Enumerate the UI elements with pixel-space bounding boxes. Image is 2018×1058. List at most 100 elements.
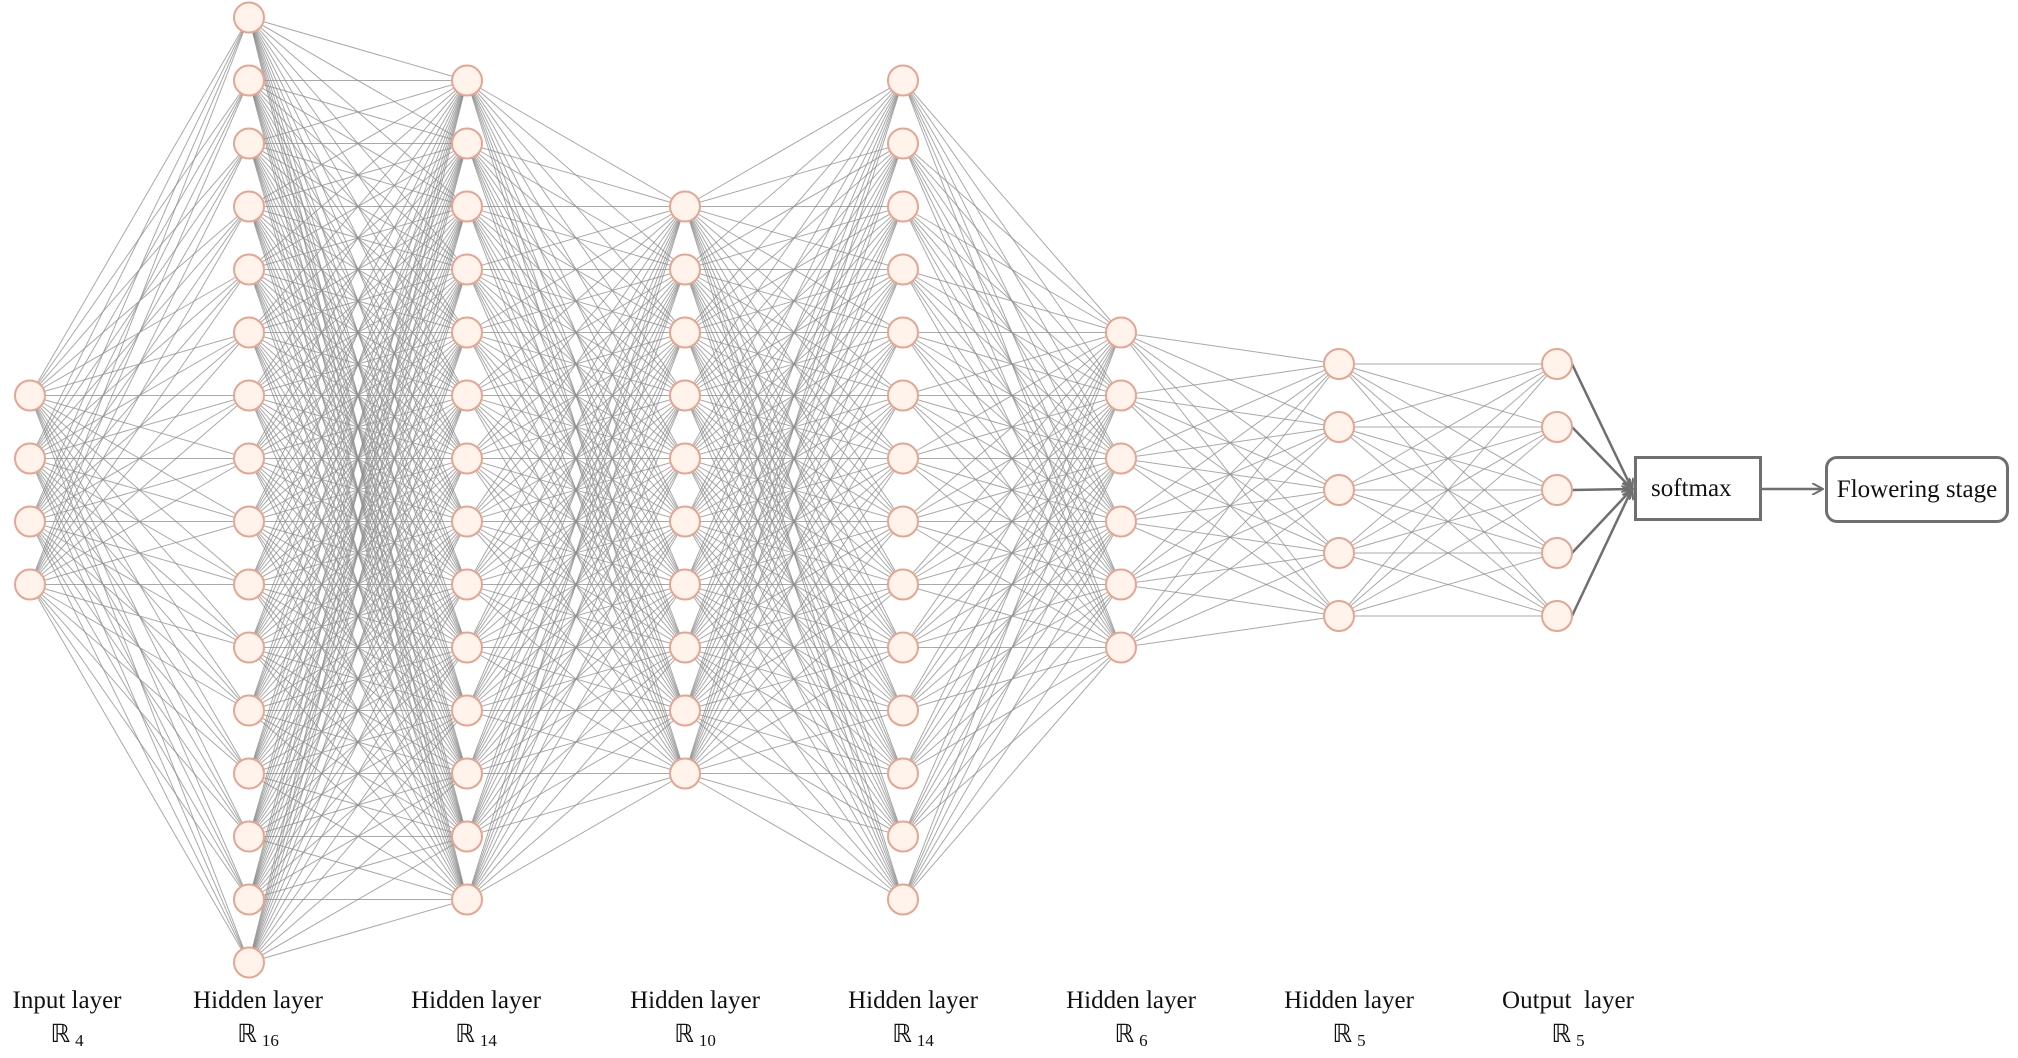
connection-edge <box>466 143 686 207</box>
layer-name: Hidden layer <box>848 987 978 1014</box>
connection-edge <box>684 143 904 774</box>
connection-edge <box>466 710 686 900</box>
layer-name: Hidden layer <box>1284 987 1414 1014</box>
layer-name: Input layer <box>12 987 122 1014</box>
hidden-neuron <box>233 505 265 538</box>
layer-name: Hidden layer <box>630 987 760 1014</box>
hidden-neuron <box>451 694 483 727</box>
hidden-neuron <box>1105 442 1137 475</box>
connection-edge <box>902 332 1122 459</box>
connection-edge <box>29 17 250 396</box>
hidden-neuron <box>1323 411 1355 443</box>
hidden-neuron <box>887 190 919 223</box>
connection-edge <box>902 395 1122 900</box>
connection-edge <box>248 80 468 396</box>
hidden-neuron <box>233 568 265 601</box>
output-neuron <box>1541 348 1573 380</box>
hidden-neuron <box>1323 600 1355 632</box>
connection-edge <box>902 584 1122 900</box>
connection-edge <box>466 584 686 900</box>
connection-edge <box>29 17 250 522</box>
hidden-neuron <box>887 694 919 727</box>
hidden-neuron <box>451 64 483 97</box>
hidden-neuron <box>669 568 701 601</box>
connection-edge <box>684 80 904 585</box>
connection-edge <box>248 458 468 963</box>
connection-edge <box>1338 426 1558 617</box>
connection-edge <box>684 80 904 333</box>
hidden-neuron <box>887 505 919 538</box>
connection-edge <box>466 206 686 585</box>
connection-edge <box>466 206 686 648</box>
hidden-neuron <box>451 757 483 790</box>
connection-edge <box>1120 489 1340 648</box>
hidden-neuron <box>887 442 919 475</box>
hidden-neuron <box>233 379 265 412</box>
hidden-neuron <box>669 505 701 538</box>
connection-edge <box>684 80 904 648</box>
connection-edge <box>684 584 904 774</box>
connection-edge <box>29 521 250 585</box>
connection-edge <box>29 584 250 648</box>
hidden-neuron <box>887 253 919 286</box>
connection-edge <box>248 773 468 963</box>
hidden-neuron <box>451 379 483 412</box>
connection-edge <box>466 206 686 900</box>
connection-edge <box>1120 332 1340 365</box>
hidden-neuron <box>669 379 701 412</box>
connection-edge <box>1338 363 1558 617</box>
connection-edge <box>466 521 686 900</box>
connection-edge <box>29 584 250 711</box>
connection-edge <box>29 80 250 585</box>
hidden-neuron <box>887 631 919 664</box>
connection-edge <box>684 80 904 270</box>
input-neuron <box>14 379 46 412</box>
hidden-neuron <box>669 757 701 790</box>
connection-edge <box>29 17 250 585</box>
connection-edge <box>248 143 468 963</box>
connection-edge <box>466 206 686 522</box>
connection-edge <box>1120 363 1340 585</box>
hidden-neuron <box>451 883 483 916</box>
connection-edge <box>1338 363 1558 428</box>
hidden-neuron <box>233 127 265 160</box>
output-edge <box>1571 426 1632 489</box>
connection-edge <box>684 80 904 459</box>
connection-edge <box>248 80 468 270</box>
connection-edge <box>29 584 250 963</box>
output-edge <box>1570 363 1632 489</box>
hidden-neuron <box>1105 505 1137 538</box>
connection-edge <box>466 332 686 900</box>
connection-edge <box>248 899 468 963</box>
connection-edge <box>1338 552 1558 617</box>
hidden-neuron <box>233 316 265 349</box>
connection-edge <box>248 710 468 963</box>
hidden-neuron <box>1105 568 1137 601</box>
connection-edge <box>248 17 468 81</box>
connection-edge <box>684 710 904 774</box>
connection-edge <box>248 80 468 144</box>
connection-edge <box>248 80 468 648</box>
connection-edge <box>248 206 468 963</box>
hidden-neuron <box>887 820 919 853</box>
hidden-neuron <box>451 820 483 853</box>
softmax-box: softmax <box>1634 456 1762 521</box>
connection-edge <box>29 143 250 585</box>
connection-edge <box>902 206 1122 333</box>
hidden-neuron <box>233 946 265 979</box>
layer-dimension: ℝ 16 <box>237 1021 279 1050</box>
connection-edge <box>248 395 468 963</box>
hidden-neuron <box>233 631 265 664</box>
connection-edge <box>902 332 1122 711</box>
input-neuron <box>14 442 46 475</box>
connection-edge <box>248 80 468 774</box>
connection-edge <box>902 332 1122 837</box>
connection-edge <box>248 80 468 333</box>
connection-edge <box>466 206 686 270</box>
connection-edge <box>902 647 1122 900</box>
connection-edge <box>684 773 904 900</box>
